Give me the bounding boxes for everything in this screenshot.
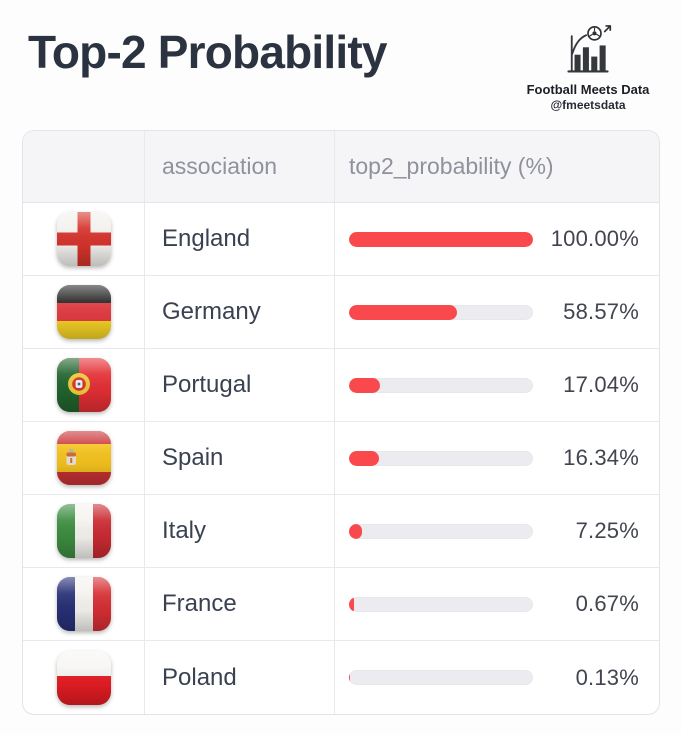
table-row: England 100.00% bbox=[23, 203, 659, 276]
germany-flag-icon bbox=[56, 285, 111, 339]
probability-table: association top2_probability (%) England… bbox=[22, 130, 660, 715]
probability-bar-fill bbox=[349, 231, 533, 247]
probability-value: 16.34% bbox=[563, 445, 639, 470]
probability-cell: 16.34% bbox=[334, 422, 659, 494]
page-header: Top-2 Probability bbox=[0, 0, 681, 130]
probability-value: 0.67% bbox=[575, 591, 639, 616]
probability-bar-fill bbox=[349, 304, 457, 320]
probability-cell: 58.57% bbox=[334, 276, 659, 348]
col-header-flag bbox=[23, 131, 144, 202]
probability-cell: 7.25% bbox=[334, 495, 659, 567]
flag-cell bbox=[23, 568, 144, 640]
flag-cell bbox=[23, 203, 144, 275]
association-cell: Poland bbox=[144, 641, 334, 714]
page-title: Top-2 Probability bbox=[28, 26, 387, 78]
association-cell: France bbox=[144, 568, 334, 640]
probability-value: 17.04% bbox=[563, 372, 639, 397]
brand-handle: @fmeetsdata bbox=[550, 98, 626, 113]
flag-cell bbox=[23, 422, 144, 494]
probability-cell: 0.13% bbox=[334, 641, 659, 714]
table-row: Spain 16.34% bbox=[23, 422, 659, 495]
probability-bar-track bbox=[349, 596, 533, 612]
probability-cell: 0.67% bbox=[334, 568, 659, 640]
table-header-row: association top2_probability (%) bbox=[23, 131, 659, 203]
association-cell: England bbox=[144, 203, 334, 275]
probability-bar-track bbox=[349, 304, 533, 320]
probability-bar-fill bbox=[349, 450, 380, 466]
probability-bar-track bbox=[349, 670, 533, 685]
football-bar-chart-logo-icon bbox=[567, 25, 612, 73]
probability-value: 58.57% bbox=[563, 299, 639, 324]
table-body: England 100.00% Germany 58.57% Portugal 17.04… bbox=[23, 203, 659, 714]
probability-bar-track bbox=[349, 523, 533, 539]
col-header-association: association bbox=[144, 131, 334, 202]
probability-value: 100.00% bbox=[550, 226, 639, 251]
brand-block: Football Meets Data @fmeetsdata bbox=[509, 24, 667, 114]
table-row: Poland 0.13% bbox=[23, 641, 659, 714]
probability-bar-track bbox=[349, 450, 533, 466]
flag-cell bbox=[23, 349, 144, 421]
flag-cell bbox=[23, 641, 144, 714]
italy-flag-icon bbox=[56, 504, 111, 558]
flag-cell bbox=[23, 276, 144, 348]
brand-name: Football Meets Data bbox=[526, 82, 650, 97]
association-cell: Spain bbox=[144, 422, 334, 494]
probability-bar-track bbox=[349, 231, 533, 247]
association-cell: Portugal bbox=[144, 349, 334, 421]
association-cell: Germany bbox=[144, 276, 334, 348]
probability-bar-fill bbox=[349, 377, 381, 393]
flag-cell bbox=[23, 495, 144, 567]
table-row: Germany 58.57% bbox=[23, 276, 659, 349]
association-cell: Italy bbox=[144, 495, 334, 567]
spain-flag-icon bbox=[56, 431, 111, 485]
poland-flag-icon bbox=[56, 650, 111, 705]
table-row: Portugal 17.04% bbox=[23, 349, 659, 422]
table-row: Italy 7.25% bbox=[23, 495, 659, 568]
probability-cell: 17.04% bbox=[334, 349, 659, 421]
probability-bar-track bbox=[349, 377, 533, 393]
probability-value: 7.25% bbox=[575, 518, 639, 543]
probability-value: 0.13% bbox=[575, 664, 639, 690]
england-flag-icon bbox=[56, 212, 111, 266]
probability-bar-fill bbox=[349, 523, 363, 539]
table-row: France 0.67% bbox=[23, 568, 659, 641]
col-header-probability: top2_probability (%) bbox=[334, 131, 659, 202]
probability-bar-fill bbox=[349, 596, 354, 612]
portugal-flag-icon bbox=[56, 358, 111, 412]
france-flag-icon bbox=[56, 577, 111, 631]
probability-cell: 100.00% bbox=[334, 203, 659, 275]
